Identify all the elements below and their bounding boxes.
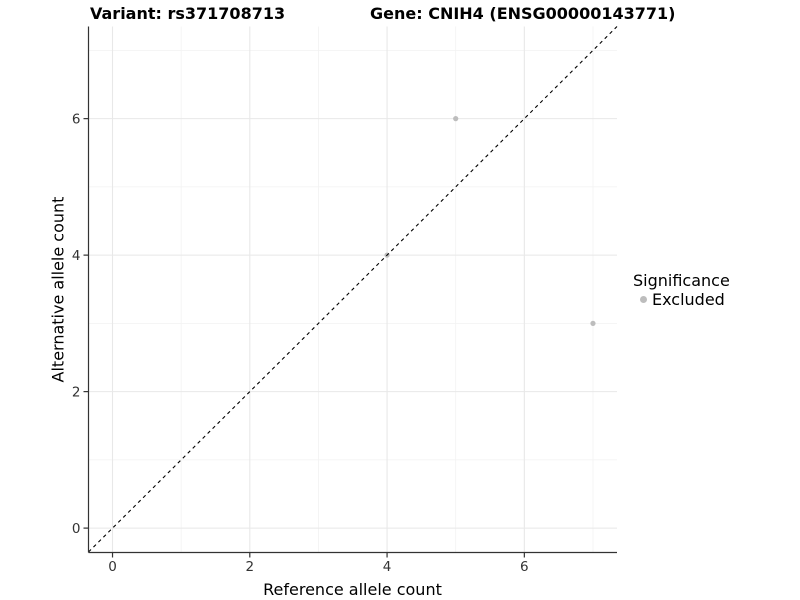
x-axis-title: Reference allele count bbox=[263, 580, 442, 599]
data-point bbox=[453, 116, 459, 122]
y-axis-title: Alternative allele count bbox=[48, 196, 68, 383]
y-tick-label: 0 bbox=[72, 521, 81, 537]
x-tick-label: 2 bbox=[245, 559, 254, 575]
x-tick-label: 0 bbox=[108, 559, 117, 575]
plot-title-gene: Gene: CNIH4 (ENSG00000143771) bbox=[370, 4, 676, 23]
legend: Significance Excluded bbox=[633, 271, 730, 309]
y-tick-label: 6 bbox=[72, 111, 81, 127]
x-tick-label: 4 bbox=[383, 559, 392, 575]
x-tick-label: 6 bbox=[520, 559, 529, 575]
legend-title: Significance bbox=[633, 271, 730, 290]
data-point bbox=[590, 320, 596, 326]
excluded-point-icon bbox=[640, 296, 647, 303]
y-tick-label: 2 bbox=[72, 384, 81, 400]
legend-item-excluded: Excluded bbox=[633, 290, 730, 309]
plot-title-variant: Variant: rs371708713 bbox=[90, 4, 286, 23]
legend-item-label: Excluded bbox=[652, 290, 725, 309]
identity-line bbox=[88, 26, 618, 553]
y-tick-label: 4 bbox=[72, 248, 81, 264]
